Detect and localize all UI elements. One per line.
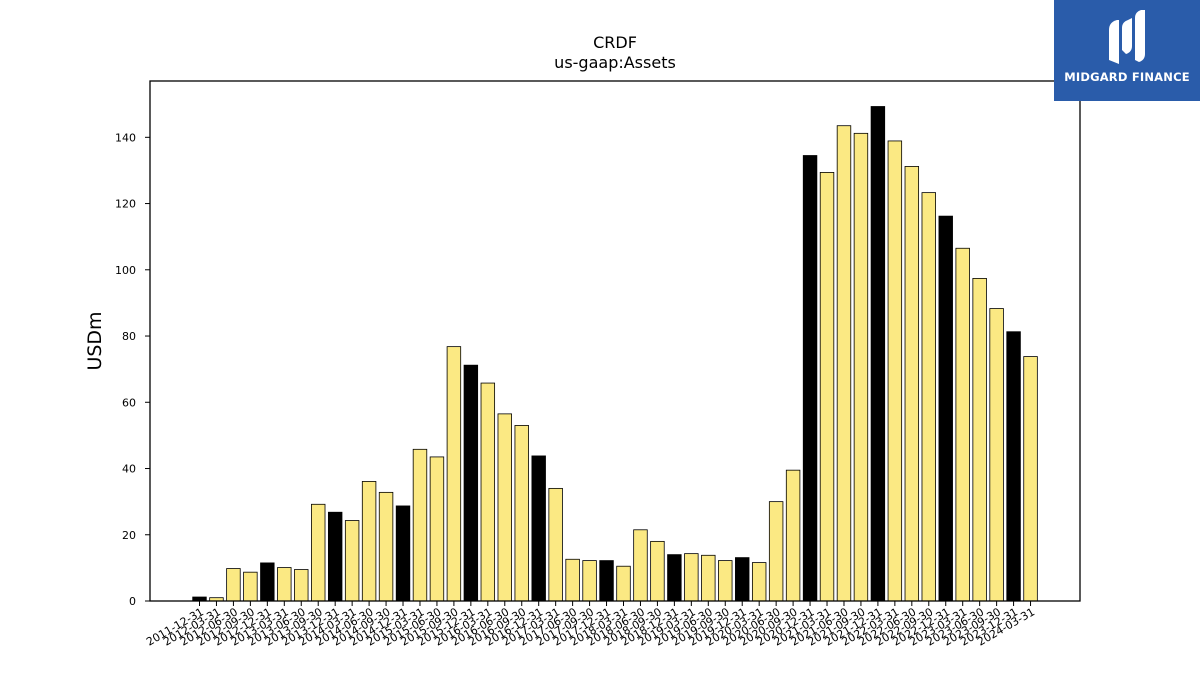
- bar-2017-12-31: [599, 560, 614, 602]
- bar-2016-03-31: [480, 382, 496, 602]
- plot-area-frame: [149, 80, 1081, 602]
- y-tick-label: 40: [122, 463, 136, 476]
- bar-2014-03-31: [344, 520, 360, 602]
- y-tick-label: 120: [115, 198, 136, 211]
- brand-logo-text: MIDGARD FINANCE: [1064, 70, 1190, 84]
- bar-2018-03-31: [616, 565, 631, 602]
- bar-2017-03-31: [548, 487, 563, 602]
- bar-2017-06-30: [565, 558, 580, 602]
- bar-2023-12-31: [1006, 331, 1021, 602]
- bar-2013-12-31: [327, 511, 343, 602]
- bar-2020-12-31: [802, 155, 818, 602]
- bar-2013-03-31: [277, 567, 292, 602]
- y-tick-label: 60: [122, 396, 136, 409]
- bar-2014-06-30: [361, 481, 377, 602]
- y-tick-label: 100: [115, 264, 136, 277]
- y-tick-label: 140: [115, 131, 136, 144]
- bar-2023-06-30: [972, 277, 987, 602]
- bar-2020-06-30: [768, 501, 784, 602]
- y-tick-label: 80: [122, 330, 136, 343]
- bar-2022-12-31: [938, 215, 953, 602]
- bar-2021-09-30: [853, 132, 869, 602]
- bar-2019-12-31: [735, 557, 750, 602]
- y-axis-label: USDm: [84, 311, 106, 370]
- bar-2016-09-30: [514, 425, 529, 602]
- bar-2015-03-31: [412, 448, 428, 602]
- brand-mark-icon: [1109, 10, 1145, 64]
- bar-2012-12-31: [260, 562, 275, 602]
- bar-2015-12-31: [463, 364, 479, 602]
- bar-2022-06-30: [904, 166, 920, 602]
- bar-2019-03-31: [684, 553, 699, 602]
- y-tick-label: 20: [122, 529, 136, 542]
- bar-2016-12-31: [531, 455, 546, 602]
- bar-2023-09-30: [989, 308, 1004, 602]
- bar-2022-03-31: [887, 140, 903, 602]
- bar-2019-09-30: [718, 560, 733, 602]
- bar-2018-06-30: [633, 529, 648, 602]
- x-axis-ticks: 2011-12-312012-03-312012-06-302012-09-30…: [144, 601, 1037, 649]
- brand-logo: MIDGARD FINANCE: [1054, 0, 1200, 101]
- bars-group: [192, 106, 1038, 602]
- chart-subtitle: us-gaap:Assets: [554, 53, 676, 72]
- bar-2017-09-30: [582, 560, 597, 602]
- bar-2021-06-30: [836, 125, 852, 602]
- bar-2015-09-30: [446, 346, 462, 602]
- bar-2013-06-30: [294, 569, 309, 602]
- bar-2018-09-30: [650, 540, 665, 602]
- bar-2013-09-30: [311, 503, 326, 602]
- bar-2021-03-31: [819, 172, 835, 602]
- bar-2014-12-31: [395, 505, 411, 602]
- bar-2023-03-31: [955, 247, 970, 602]
- bar-2020-09-30: [785, 469, 801, 602]
- bar-2015-06-30: [429, 456, 445, 602]
- bar-2019-06-30: [701, 554, 716, 602]
- bar-2024-03-31: [1023, 356, 1038, 602]
- bar-2021-12-31: [870, 106, 886, 602]
- chart-title: CRDF: [593, 33, 637, 52]
- y-axis-ticks: 0 20 40 60 80 100 120 140: [115, 131, 150, 608]
- bar-2018-12-31: [667, 554, 682, 602]
- bar-2012-06-30: [226, 568, 241, 602]
- bar-2020-03-31: [751, 562, 767, 602]
- bar-2022-09-30: [921, 192, 936, 602]
- bar-2016-06-30: [497, 413, 512, 602]
- bar-2012-09-30: [243, 571, 258, 602]
- bar-2014-09-30: [378, 491, 394, 602]
- y-tick-label: 0: [129, 595, 136, 608]
